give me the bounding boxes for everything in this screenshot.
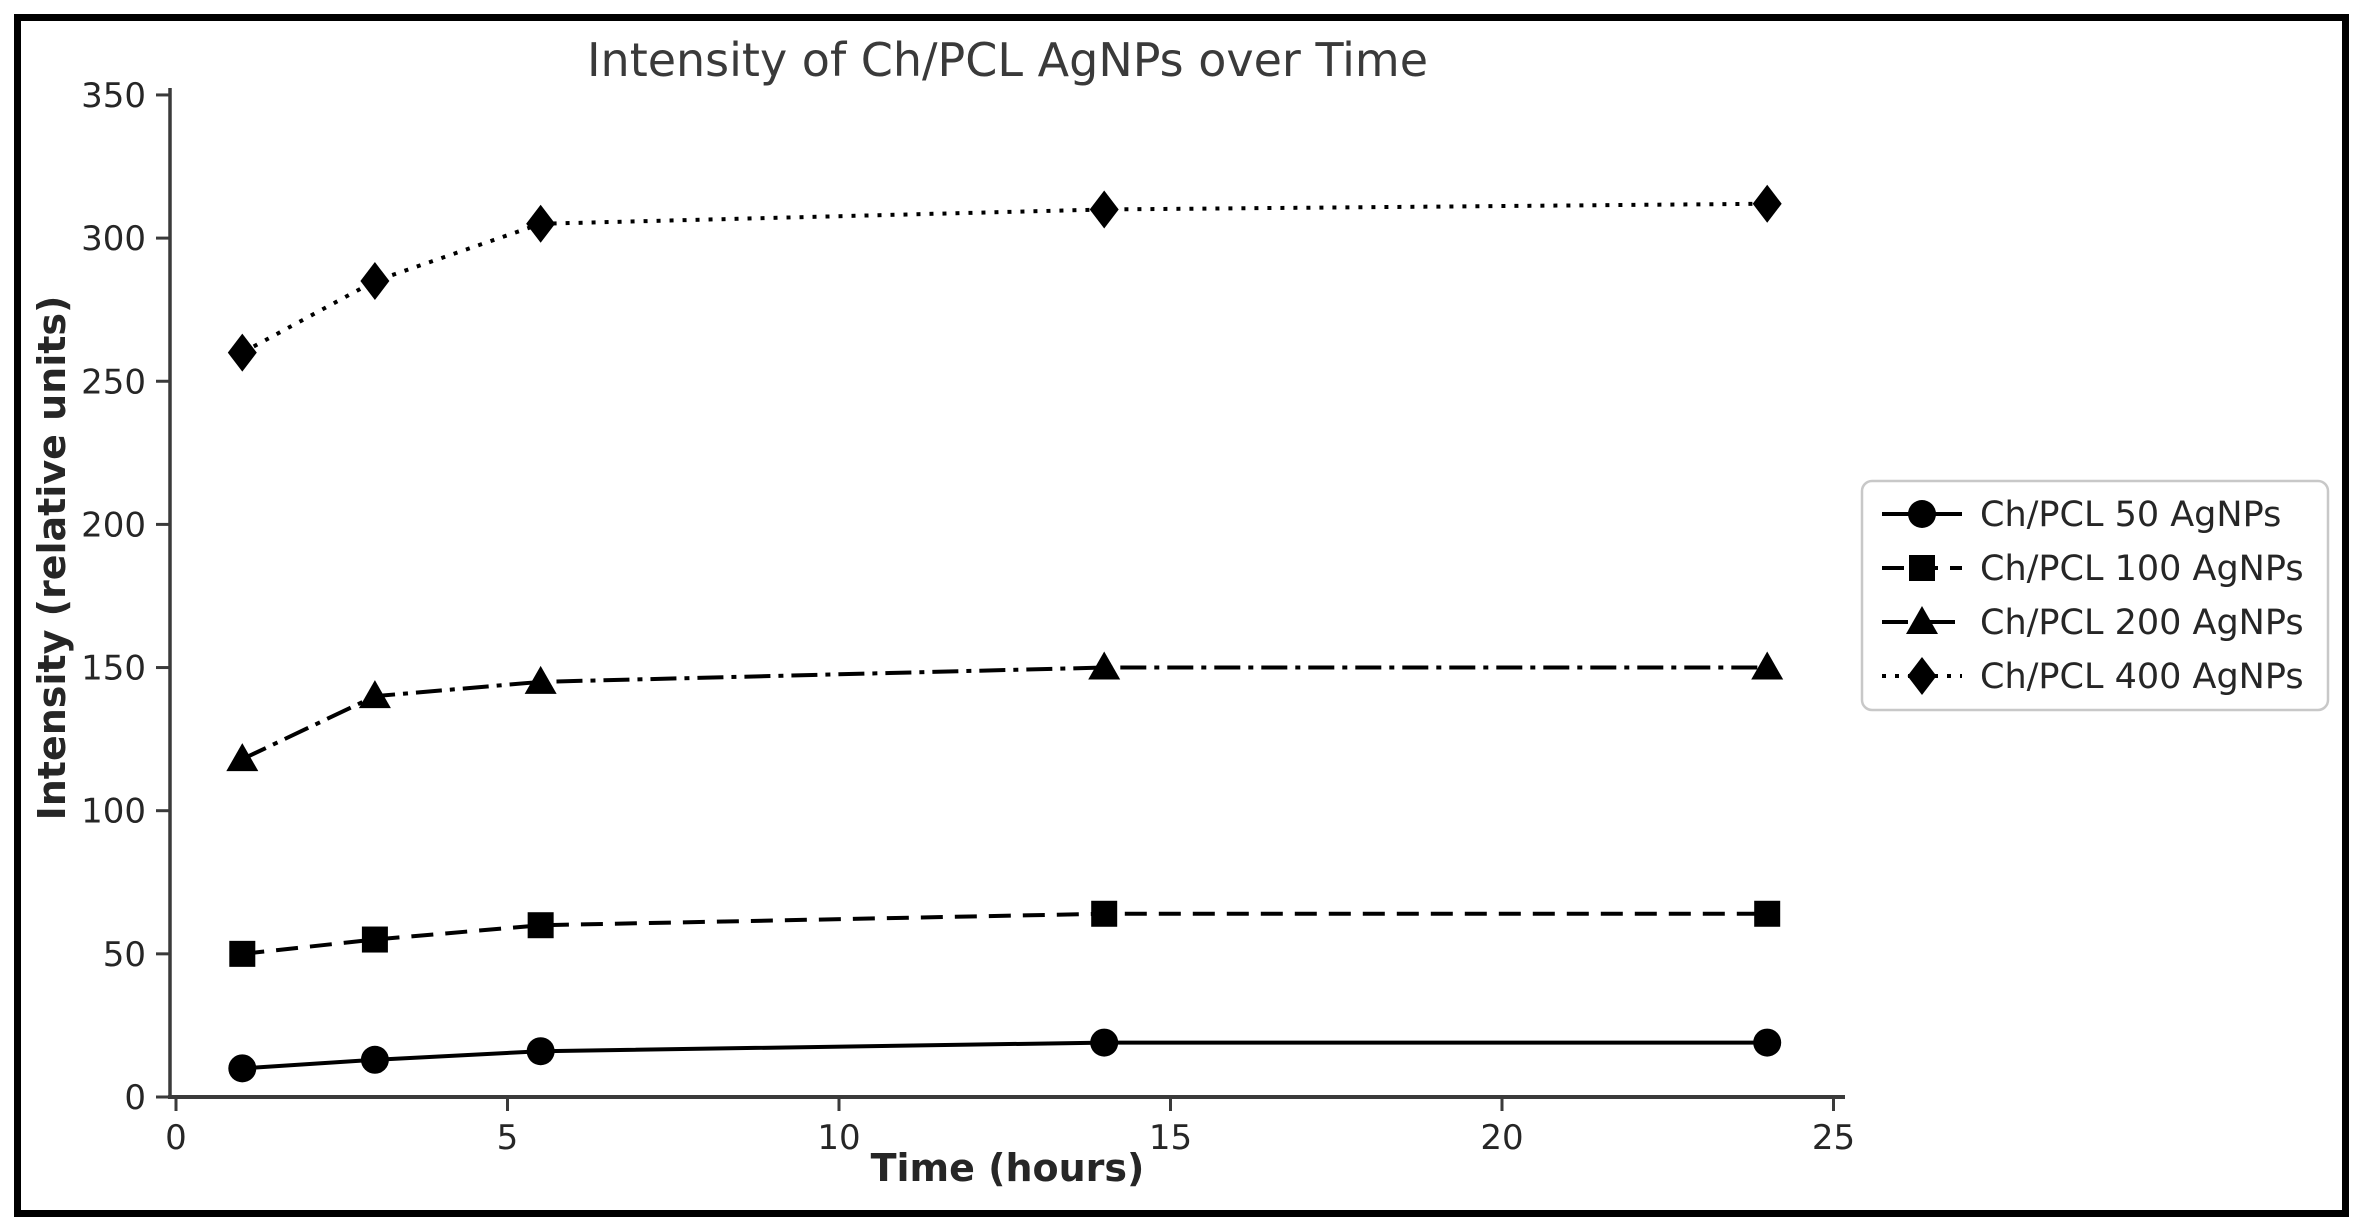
legend-label: Ch/PCL 50 AgNPs [1980, 495, 2281, 535]
data-point-ch-pcl-100-agnps [229, 940, 256, 967]
y-tick-label: 200 [81, 505, 146, 545]
data-point-ch-pcl-200-agnps [226, 743, 259, 772]
data-point-ch-pcl-200-agnps [358, 680, 391, 709]
data-point-ch-pcl-50-agnps [1090, 1028, 1119, 1057]
series-line-ch-pcl-400-agnps [241, 201, 1768, 355]
data-point-ch-pcl-50-agnps [1753, 1028, 1782, 1057]
data-point-ch-pcl-400-agnps [526, 204, 556, 243]
data-point-ch-pcl-200-agnps [1751, 651, 1784, 680]
data-point-ch-pcl-50-agnps [228, 1054, 257, 1083]
data-point-ch-pcl-100-agnps [361, 926, 388, 953]
legend-label: Ch/PCL 100 AgNPs [1980, 549, 2304, 589]
legend-label: Ch/PCL 200 AgNPs [1980, 603, 2304, 643]
x-tick-label: 25 [1812, 1118, 1855, 1158]
legend-triangle-icon [1906, 606, 1938, 634]
chart-title: Intensity of Ch/PCL AgNPs over Time [586, 33, 1429, 87]
x-tick-label: 5 [497, 1118, 519, 1158]
series-line-ch-pcl-50-agnps [242, 1040, 1768, 1071]
y-tick-label: 300 [81, 219, 146, 259]
data-point-ch-pcl-200-agnps [1088, 651, 1121, 680]
y-tick-label: 150 [81, 649, 146, 689]
y-tick-label: 0 [124, 1078, 146, 1118]
legend-label: Ch/PCL 400 AgNPs [1980, 657, 2304, 697]
x-tick-label: 20 [1480, 1118, 1523, 1158]
legend-box [1860, 479, 2330, 712]
data-point-ch-pcl-100-agnps [1091, 900, 1118, 927]
legend-item: Ch/PCL 100 AgNPs [1882, 549, 2304, 589]
series-lines [226, 184, 1784, 1083]
x-tick-label: 0 [165, 1118, 187, 1158]
y-tick-label: 250 [81, 362, 146, 402]
x-tick-label: 10 [817, 1118, 860, 1158]
axes: 0 50 100 150 200 250 300 350 0 5 10 15 20 25 [81, 76, 1855, 1158]
data-point-ch-pcl-50-agnps [360, 1045, 389, 1074]
legend-item: Ch/PCL 400 AgNPs [1882, 657, 2304, 697]
y-tick-label: 100 [81, 792, 146, 832]
data-point-ch-pcl-400-agnps [227, 333, 257, 372]
data-point-ch-pcl-400-agnps [360, 262, 390, 301]
legend-item: Ch/PCL 200 AgNPs [1882, 603, 2304, 643]
data-point-ch-pcl-400-agnps [1089, 190, 1119, 229]
legend-circle-icon [1908, 500, 1936, 528]
y-tick-label: 350 [81, 76, 146, 116]
x-axis-label: Time (hours) [870, 1146, 1145, 1190]
data-point-ch-pcl-100-agnps [527, 912, 554, 939]
data-point-ch-pcl-400-agnps [1752, 184, 1782, 223]
series-line-ch-pcl-100-agnps [242, 911, 1768, 956]
y-axis-label-text: Intensity (relative units) [30, 295, 74, 821]
legend: Ch/PCL 50 AgNPs Ch/PCL 100 AgNPs Ch/PCL 20… [1860, 479, 2330, 712]
legend-square-icon [1909, 555, 1935, 581]
legend-diamond-icon [1907, 657, 1937, 695]
legend-item: Ch/PCL 50 AgNPs [1882, 495, 2281, 535]
series-line-ch-pcl-200-agnps [241, 665, 1768, 761]
x-tick-label: 15 [1149, 1118, 1192, 1158]
data-point-ch-pcl-50-agnps [526, 1037, 555, 1066]
y-tick-label: 50 [103, 935, 146, 975]
data-point-ch-pcl-100-agnps [1754, 900, 1781, 927]
data-point-ch-pcl-200-agnps [524, 665, 557, 694]
